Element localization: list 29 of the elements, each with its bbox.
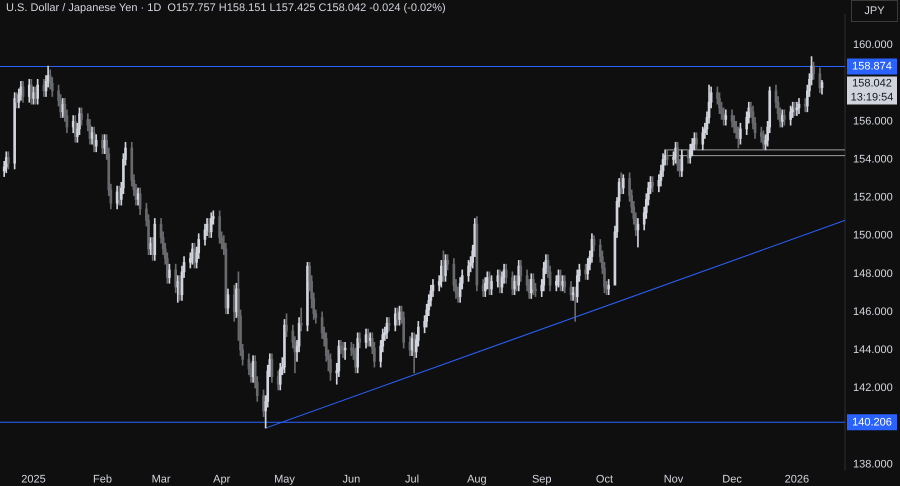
y-tick-label: 160.000: [853, 39, 893, 52]
y-tick-label: 142.000: [853, 382, 893, 394]
x-tick-label: 2026: [784, 474, 810, 486]
x-tick-label: Dec: [722, 474, 742, 486]
x-tick-label: Sep: [532, 474, 552, 486]
y-tick-label: 156.000: [853, 115, 893, 128]
x-tick-label: Nov: [664, 474, 684, 486]
text: 158.042: [852, 78, 892, 90]
y-tick-label: 154.000: [853, 153, 893, 166]
x-tick-label: May: [274, 474, 296, 486]
y-tick-label: 148.000: [853, 268, 893, 280]
x-tick-label: Jul: [405, 474, 420, 486]
x-tick-label: 2025: [21, 474, 46, 486]
x-tick-label: Aug: [467, 474, 487, 486]
y-tick-label: 152.000: [853, 192, 893, 204]
x-tick-label: Oct: [596, 474, 614, 486]
chart-title: U.S. Dollar / Japanese Yen · 1D O157.757 H158.151 L157.425 C158.042 -0.024 (-0.02%): [6, 2, 446, 14]
ref-line-label: 140.206: [852, 416, 892, 428]
y-tick-label: 150.000: [853, 230, 893, 242]
y-tick-label: 144.000: [853, 344, 893, 356]
y-tick-label: 138.000: [853, 458, 893, 470]
x-tick-label: Jun: [342, 474, 360, 486]
x-tick-label: Feb: [93, 474, 112, 486]
y-axis-title: JPY: [864, 5, 886, 18]
x-tick-label: Apr: [213, 474, 231, 486]
y-tick-label: 146.000: [853, 306, 893, 318]
text: 13:19:54: [850, 92, 894, 104]
ref-line-label: 158.874: [852, 60, 892, 73]
x-tick-label: Mar: [152, 474, 171, 486]
